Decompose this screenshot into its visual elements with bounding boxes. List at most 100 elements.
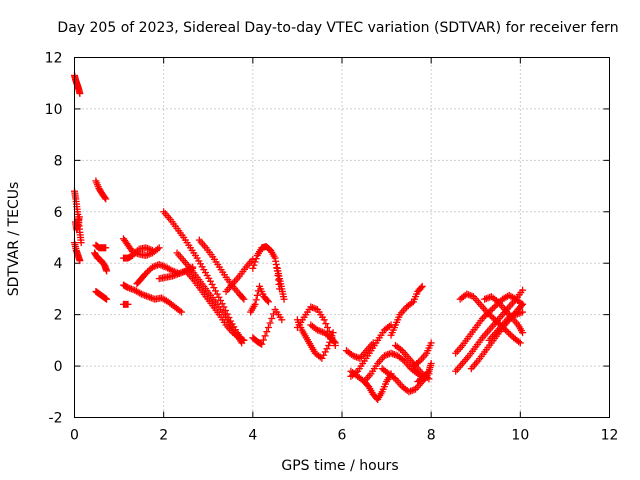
data-point-s38 xyxy=(506,331,514,339)
data-point-s22 xyxy=(264,324,272,331)
data-point-s11 xyxy=(178,308,185,316)
data-point-s37 xyxy=(488,305,496,313)
x-tick-label: 12 xyxy=(601,428,619,444)
x-tick-label: 2 xyxy=(159,428,168,444)
data-point-s10 xyxy=(149,246,157,254)
data-point-s28 xyxy=(385,322,393,330)
data-point-s2 xyxy=(77,239,85,247)
data-point-s32 xyxy=(418,282,426,290)
data-point-s25 xyxy=(324,324,332,331)
y-tick-label: 6 xyxy=(54,205,63,221)
y-tick-label: 10 xyxy=(45,102,63,118)
data-point-s24 xyxy=(321,348,329,356)
data-point-s18 xyxy=(239,294,247,302)
data-point-s22 xyxy=(263,328,271,336)
data-point-s9 xyxy=(155,244,163,252)
data-point-s34 xyxy=(427,339,435,347)
data-point-s18 xyxy=(240,295,248,303)
data-point-s15 xyxy=(217,297,225,304)
data-point-s3 xyxy=(76,257,84,265)
data-point-s17 xyxy=(240,336,248,344)
data-point-s9 xyxy=(154,245,162,253)
data-point-s35 xyxy=(427,360,435,367)
data-point-s32 xyxy=(417,284,425,292)
data-point-s40 xyxy=(492,297,500,304)
data-point-s7 xyxy=(102,244,110,252)
y-tick-label: 2 xyxy=(54,308,63,324)
data-point-s5 xyxy=(102,195,110,203)
data-point-s22 xyxy=(261,332,269,340)
data-point-s26 xyxy=(330,338,338,346)
data-point-s20 xyxy=(252,255,260,263)
data-point-s38 xyxy=(488,313,496,321)
data-point-s10 xyxy=(130,250,138,258)
data-point-s39 xyxy=(519,300,527,308)
data-point-s20 xyxy=(249,264,257,272)
data-point-s20 xyxy=(251,258,259,266)
data-point-s5 xyxy=(101,194,109,202)
data-point-s21 xyxy=(264,298,272,306)
data-point-s37 xyxy=(490,303,498,311)
y-tick-label: -2 xyxy=(49,411,63,427)
data-point-s24 xyxy=(325,342,333,349)
data-point-s39 xyxy=(517,302,525,310)
data-point-s33 xyxy=(397,345,405,353)
data-point-s15 xyxy=(208,280,216,288)
data-points xyxy=(71,72,527,403)
x-tick-label: 10 xyxy=(511,428,529,444)
data-point-s38 xyxy=(486,311,494,319)
data-point-s15 xyxy=(206,277,214,285)
data-point-s22 xyxy=(278,316,286,324)
data-point-s22 xyxy=(268,315,276,322)
data-point-s38 xyxy=(503,327,511,335)
data-point-s38 xyxy=(485,310,493,318)
data-point-s23 xyxy=(280,295,288,303)
y-tick-label: 12 xyxy=(45,51,63,67)
data-point-s36 xyxy=(519,286,527,294)
data-point-s38 xyxy=(505,329,513,337)
data-point-s35 xyxy=(424,369,432,376)
data-point-s11 xyxy=(136,289,144,297)
data-point-s26 xyxy=(331,339,339,347)
data-point-s12 xyxy=(124,300,132,308)
data-point-s15 xyxy=(210,284,218,292)
y-tick-label: 0 xyxy=(54,359,63,375)
data-point-s37 xyxy=(480,313,488,321)
data-point-s13 xyxy=(144,268,152,276)
data-point-s33 xyxy=(425,375,433,383)
data-point-s38 xyxy=(515,338,523,346)
y-tick-label: 4 xyxy=(54,256,63,272)
data-point-s24 xyxy=(318,354,326,362)
data-point-s41 xyxy=(519,308,527,316)
x-axis-label: GPS time / hours xyxy=(281,458,398,474)
data-point-s38 xyxy=(491,316,499,324)
y-axis-label: SDTVAR / TECUs xyxy=(6,182,22,297)
axes: 0 2 4 6 8 10 12 -2 0 2 4 6 8 10 12 xyxy=(45,51,619,444)
grid xyxy=(74,57,610,418)
data-point-s13 xyxy=(145,266,153,274)
data-point-s25 xyxy=(320,316,328,324)
x-tick-label: 8 xyxy=(427,428,436,444)
data-point-s37 xyxy=(478,315,486,322)
data-point-s22 xyxy=(258,340,266,348)
data-point-s21 xyxy=(251,300,259,308)
plot-frame xyxy=(74,57,610,418)
data-point-s15 xyxy=(213,290,221,298)
data-point-s24 xyxy=(323,345,331,353)
x-tick-label: 0 xyxy=(70,428,79,444)
data-point-s15 xyxy=(215,293,223,301)
data-point-s40 xyxy=(519,329,527,337)
data-point-s34 xyxy=(414,358,422,366)
data-point-s38 xyxy=(483,308,491,316)
data-point-s10 xyxy=(128,252,136,259)
data-point-s21 xyxy=(252,296,260,304)
data-point-s20 xyxy=(250,261,258,269)
data-point-s8 xyxy=(103,295,111,303)
x-tick-label: 4 xyxy=(248,428,257,444)
data-point-s38 xyxy=(493,318,501,326)
data-point-s21 xyxy=(253,291,261,299)
y-tick-label: 8 xyxy=(54,153,63,169)
data-point-s15 xyxy=(211,287,219,295)
data-point-s25 xyxy=(322,320,330,328)
